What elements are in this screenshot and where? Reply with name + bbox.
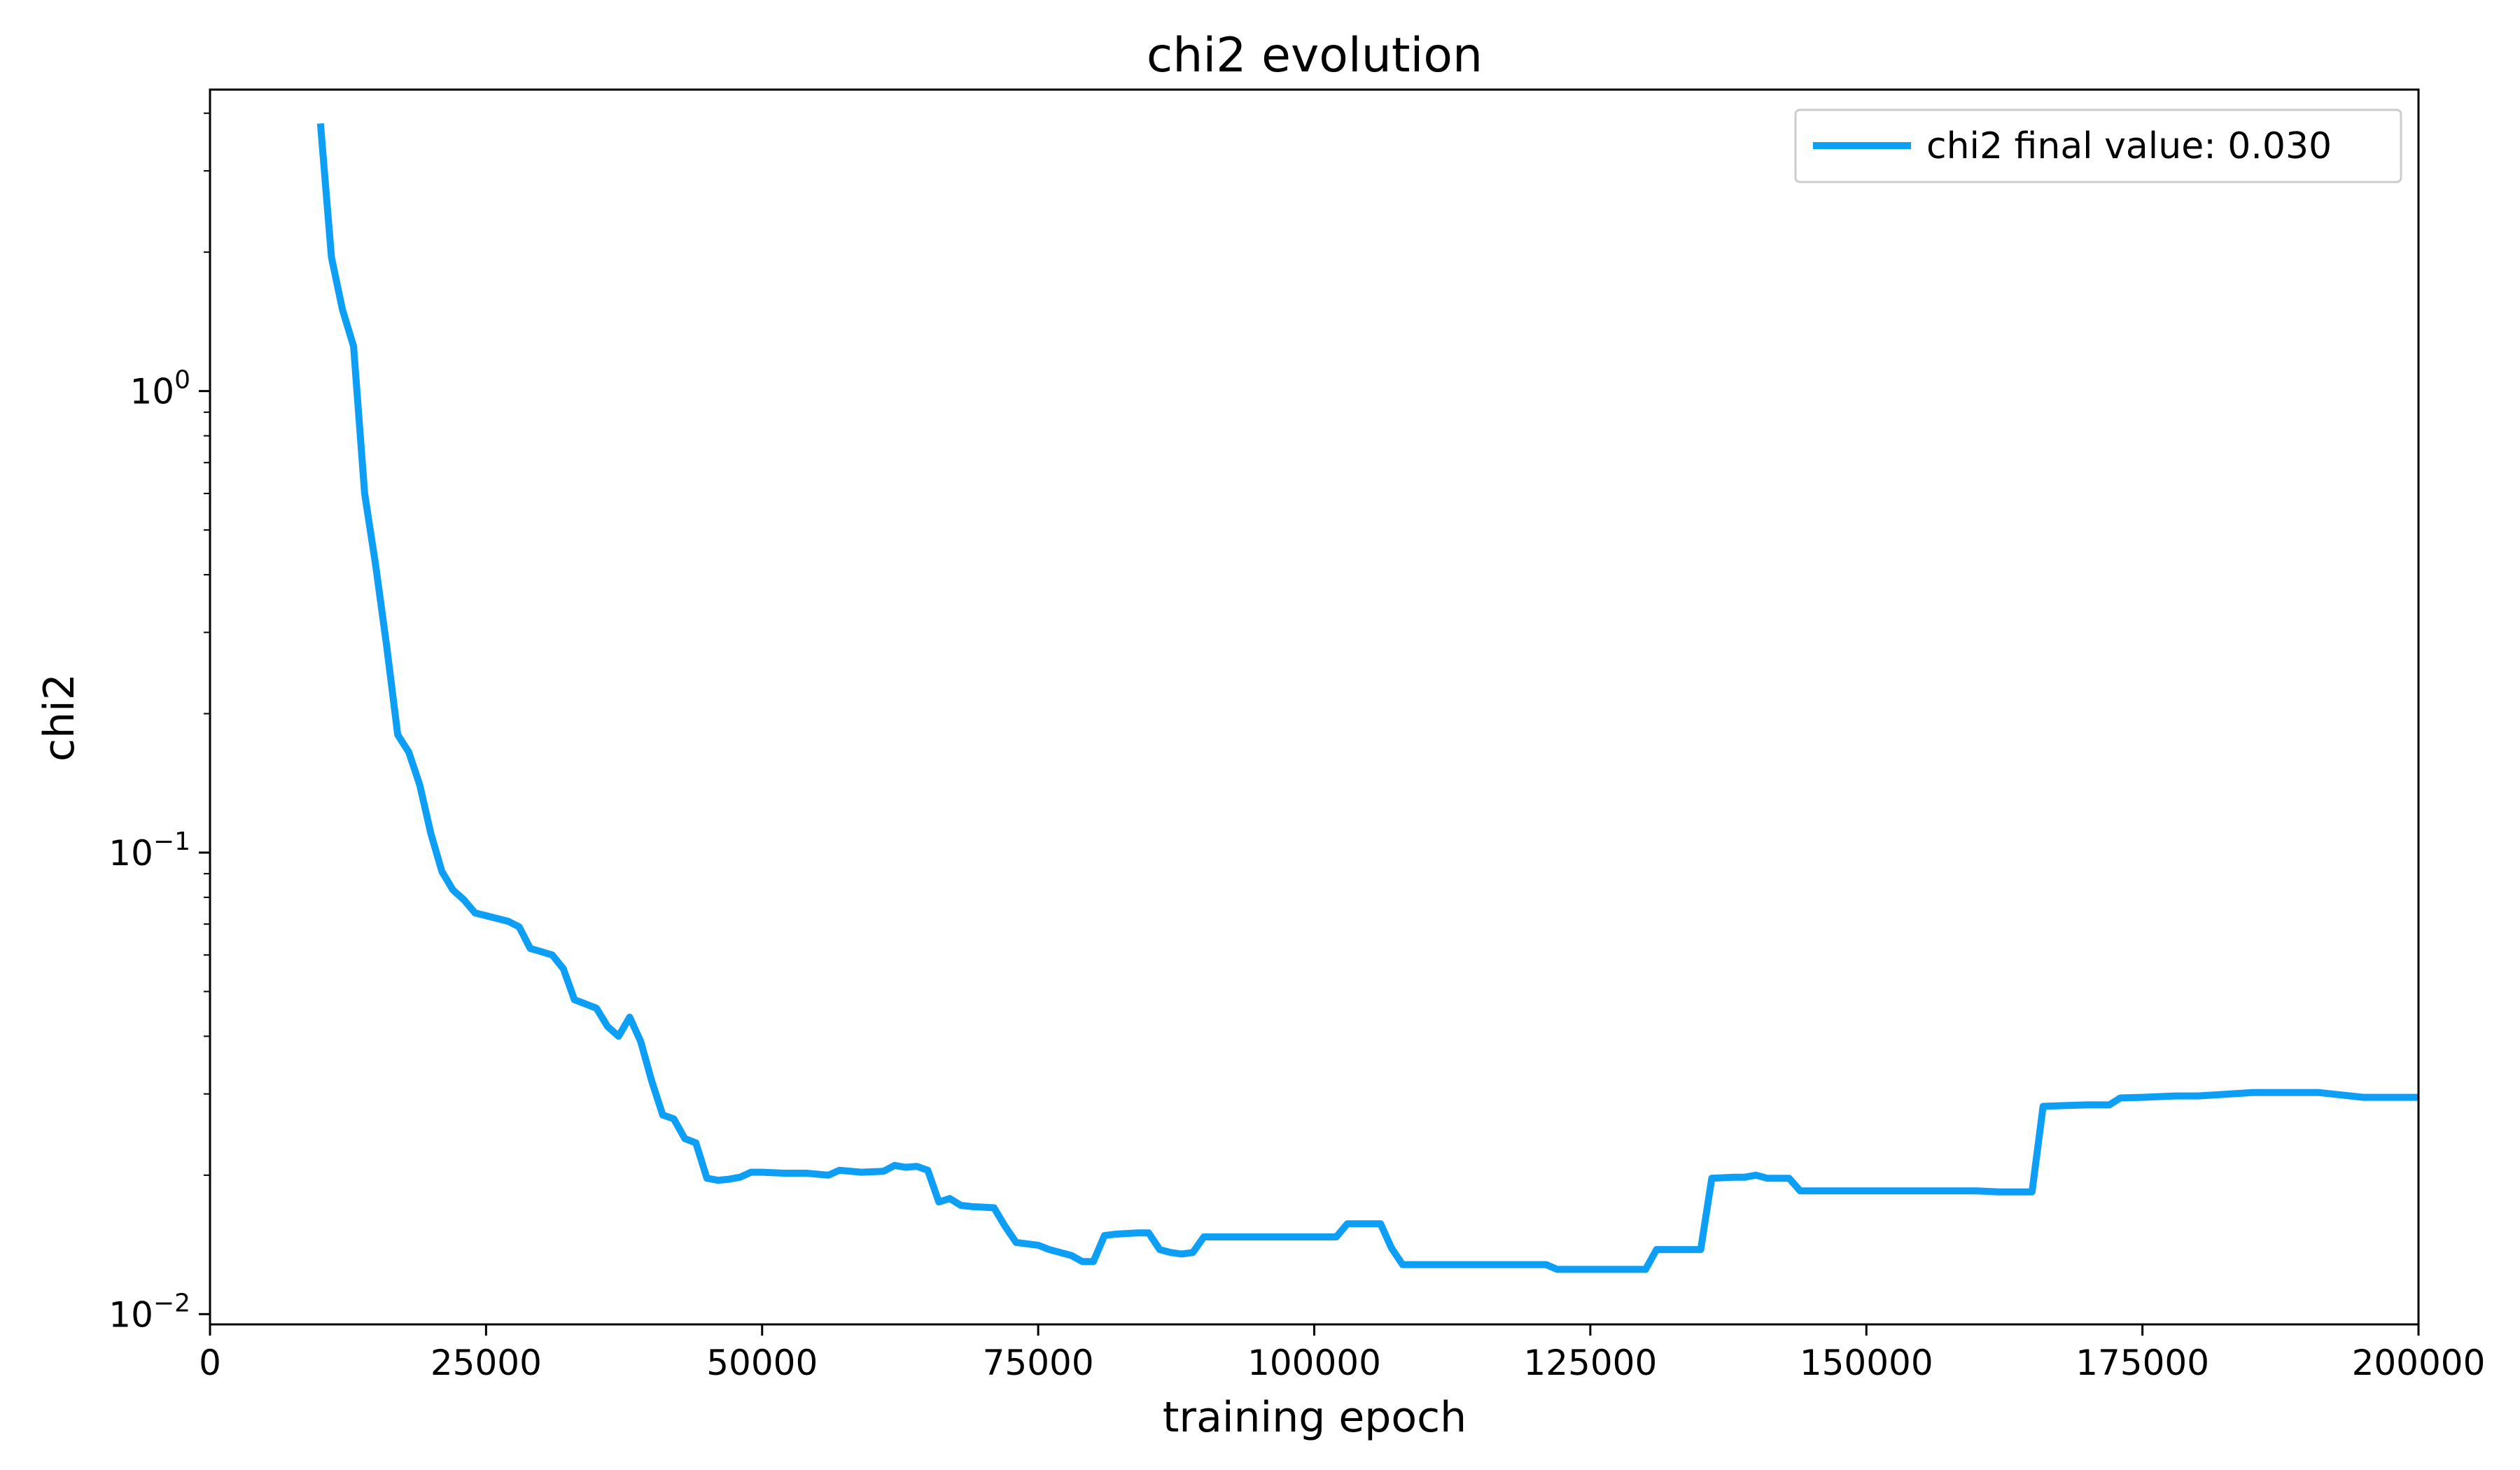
y-axis-label: chi2 [35,673,84,762]
y-axis: 100 10−1 10−2 [108,112,210,1335]
legend-series-label: chi2 final value: 0.030 [1926,125,2332,167]
x-axis: 0 25000 50000 75000 100000 125000 150000 175000… [199,1324,2485,1383]
x-tick-label: 100000 [1247,1343,1381,1383]
x-tick-label: 200000 [2352,1343,2486,1383]
x-tick-label: 75000 [983,1343,1094,1383]
x-tick-label: 25000 [430,1343,542,1383]
x-tick-label: 125000 [1523,1343,1657,1383]
chart-title: chi2 evolution [1147,28,1483,83]
series-line-0 [316,122,2418,1273]
x-tick-label: 175000 [2076,1343,2209,1383]
y-tick-label: 10−2 [108,1289,190,1335]
x-tick-label: 0 [199,1343,221,1383]
x-tick-label: 150000 [1800,1343,1933,1383]
legend: chi2 final value: 0.030 [1794,108,2402,183]
x-axis-label: training epoch [1163,1393,1466,1442]
y-tick-label: 10−1 [108,827,190,874]
y-tick-label: 100 [130,366,190,412]
legend-frame [1794,108,2402,183]
x-tick-label: 50000 [706,1343,818,1383]
